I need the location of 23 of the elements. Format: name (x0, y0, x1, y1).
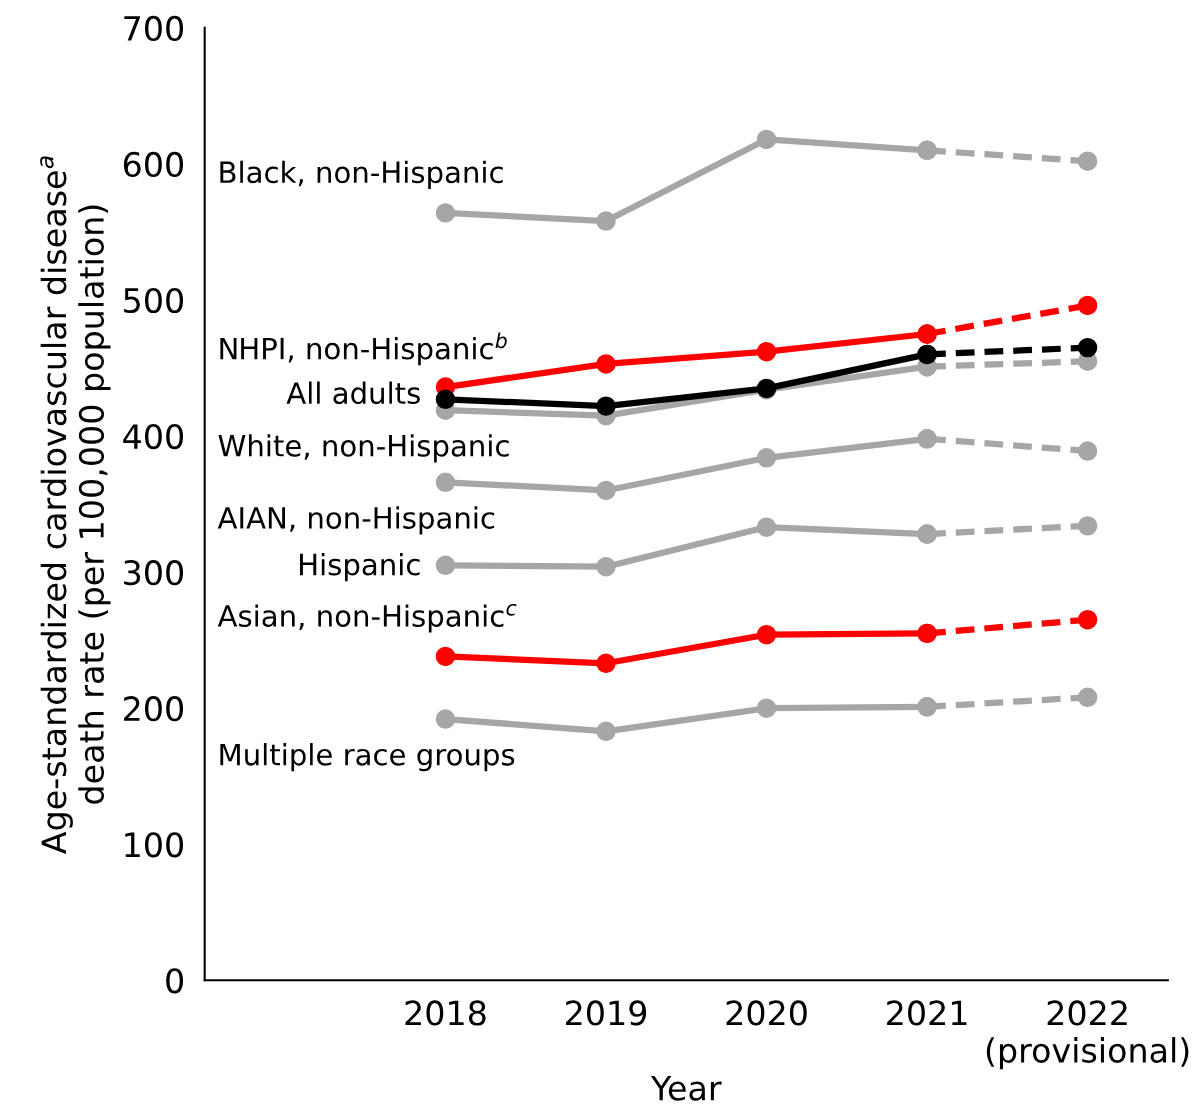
series-label: Multiple race groups (220, 743, 515, 772)
series-label: Asian, non-Hispanic$^{c}$ (217, 603, 517, 633)
series-label: All adults (286, 381, 420, 405)
y-tick-label: 0 (166, 968, 184, 994)
series-label: NHPI, non-Hispanic$^{b}$ (220, 332, 507, 366)
x-tick-label: 2022 (provisional) (986, 1000, 1189, 1070)
y-tick-label: 600 (123, 151, 184, 178)
y-tick-label: 500 (124, 287, 184, 314)
series-label: AIAN, non-Hispanic (217, 506, 495, 535)
x-tick-label: 2021 (887, 1000, 967, 1026)
x-tick-label: 2018 (405, 1000, 486, 1026)
y-tick-label: 300 (124, 560, 184, 586)
y-tick-label: 400 (123, 423, 184, 450)
y-tick-label: 700 (124, 15, 184, 41)
x-axis-title: Year (650, 1075, 722, 1101)
series-label: Hispanic (300, 552, 420, 582)
series-label: White, non-Hispanic (218, 434, 509, 463)
y-tick-label: 100 (125, 832, 184, 858)
x-tick-label: 2019 (566, 1000, 647, 1026)
x-tick-label: 2020 (726, 1000, 807, 1026)
series-label: Black, non-Hispanic (220, 160, 503, 189)
y-tick-label: 200 (124, 696, 184, 722)
text: Age-standardized cardiovascular disease$^{a}$ death rate (per 100,000 population) (40, 156, 111, 854)
